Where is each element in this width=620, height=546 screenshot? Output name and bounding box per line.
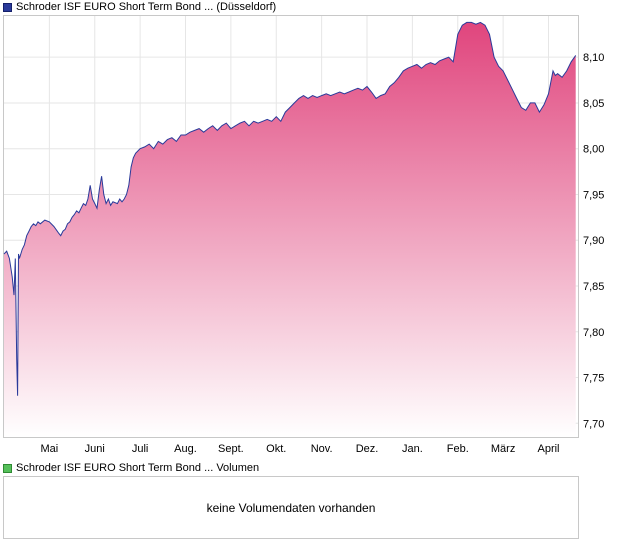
x-tick-label: April <box>537 443 559 455</box>
price-legend-label: Schroder ISF EURO Short Term Bond ... (D… <box>16 1 277 13</box>
x-tick-label: Jan. <box>402 443 423 455</box>
x-tick-label: Okt. <box>266 443 286 455</box>
volume-legend: Schroder ISF EURO Short Term Bond ... Vo… <box>3 461 259 475</box>
y-axis-labels: 7,70 7,75 7,80 7,85 7,90 7,95 8,00 8,05 8,10 <box>583 52 604 430</box>
x-tick-label: Mai <box>41 443 59 455</box>
price-line <box>3 21 577 396</box>
x-axis-labels: Mai Juni Juli Aug. Sept. Okt. Nov. Dez. Jan. Feb.… <box>41 443 560 455</box>
price-legend-swatch <box>3 2 12 12</box>
volume-legend-label: Schroder ISF EURO Short Term Bond ... Vo… <box>16 462 260 474</box>
price-area-fill <box>4 22 576 438</box>
y-tick-label: 8,10 <box>583 52 604 64</box>
volume-legend-swatch <box>3 463 12 473</box>
price-chart: 7,70 7,75 7,80 7,85 7,90 7,95 8,00 8,05 8,10 Mai… <box>3 15 604 455</box>
price-legend: Schroder ISF EURO Short Term Bond ... (D… <box>3 0 276 14</box>
volume-panel: keine Volumendaten vorhanden <box>3 476 579 539</box>
x-tick-label: Feb. <box>447 443 469 455</box>
no-volume-message: keine Volumendaten vorhanden <box>206 501 376 515</box>
x-tick-label: Juni <box>85 443 105 455</box>
x-tick-label: Nov. <box>311 443 333 455</box>
y-tick-label: 7,75 <box>583 373 604 385</box>
x-tick-label: März <box>491 443 515 455</box>
y-tick-label: 7,85 <box>583 281 604 293</box>
y-tick-label: 8,05 <box>583 98 604 110</box>
x-tick-label: Juli <box>132 443 149 455</box>
x-tick-label: Aug. <box>174 443 197 455</box>
y-tick-label: 7,70 <box>583 418 604 430</box>
y-tick-label: 7,90 <box>583 235 604 247</box>
x-tick-label: Sept. <box>218 443 244 455</box>
y-tick-label: 7,80 <box>583 327 604 339</box>
y-tick-label: 8,00 <box>583 144 604 156</box>
x-tick-label: Dez. <box>356 443 379 455</box>
y-tick-label: 7,95 <box>583 189 604 201</box>
